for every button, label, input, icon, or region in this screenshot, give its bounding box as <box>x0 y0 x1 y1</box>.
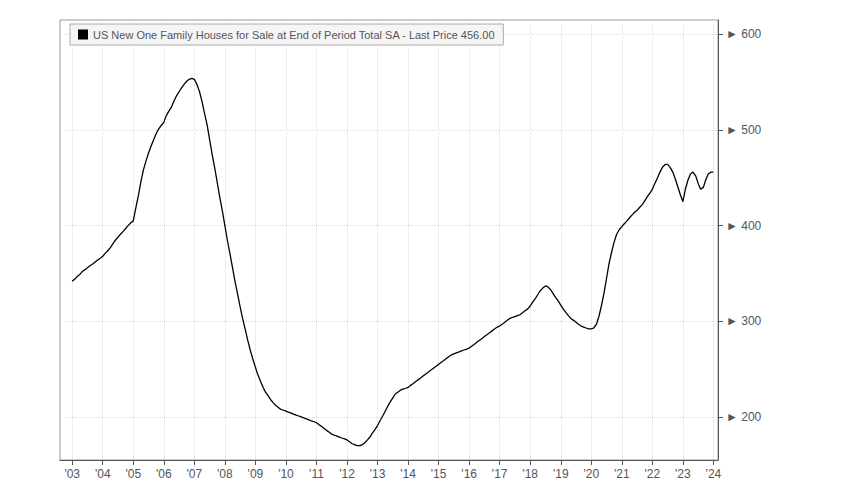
svg-text:'16: '16 <box>461 467 477 481</box>
svg-text:'05: '05 <box>125 467 141 481</box>
svg-text:456.00: 456.00 <box>780 166 814 178</box>
svg-text:'14: '14 <box>400 467 416 481</box>
svg-text:US New One Family Houses for S: US New One Family Houses for Sale at End… <box>93 29 495 41</box>
svg-text:'10: '10 <box>278 467 294 481</box>
svg-text:'09: '09 <box>248 467 264 481</box>
svg-text:► 200: ► 200 <box>726 410 762 424</box>
svg-text:► 500: ► 500 <box>726 123 762 137</box>
svg-text:'17: '17 <box>492 467 508 481</box>
svg-text:► 300: ► 300 <box>726 314 762 328</box>
svg-text:► 600: ► 600 <box>726 27 762 41</box>
svg-text:'04: '04 <box>95 467 111 481</box>
svg-text:'18: '18 <box>522 467 538 481</box>
svg-text:'03: '03 <box>64 467 80 481</box>
svg-text:'23: '23 <box>675 467 691 481</box>
svg-text:'12: '12 <box>339 467 355 481</box>
svg-text:► 400: ► 400 <box>726 219 762 233</box>
svg-text:'08: '08 <box>217 467 233 481</box>
svg-text:'06: '06 <box>156 467 172 481</box>
svg-text:'20: '20 <box>583 467 599 481</box>
svg-text:'21: '21 <box>614 467 630 481</box>
svg-text:'19: '19 <box>553 467 569 481</box>
svg-text:'24: '24 <box>706 467 722 481</box>
svg-text:'15: '15 <box>431 467 447 481</box>
svg-text:'11: '11 <box>309 467 324 481</box>
svg-text:'07: '07 <box>187 467 203 481</box>
svg-text:'22: '22 <box>645 467 661 481</box>
svg-text:'13: '13 <box>370 467 386 481</box>
